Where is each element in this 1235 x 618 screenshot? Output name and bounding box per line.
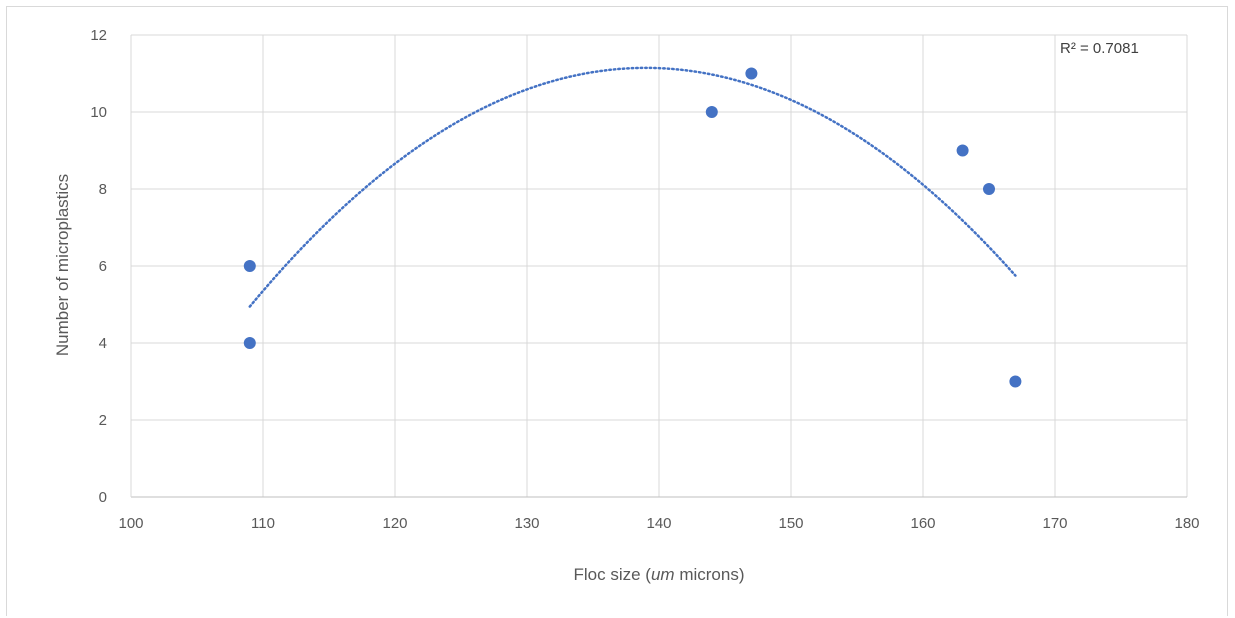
x-tick-label: 130 <box>514 515 539 532</box>
y-tick-label: 4 <box>99 335 107 352</box>
data-point <box>983 183 995 195</box>
y-tick-labels: 0 2 4 6 8 10 12 <box>90 27 107 506</box>
x-tick-label: 170 <box>1042 515 1067 532</box>
axes <box>130 35 1187 498</box>
y-tick-label: 2 <box>99 412 107 429</box>
trendline-group <box>248 66 1017 308</box>
x-axis-title: Floc size (um microns) <box>574 565 745 584</box>
x-tick-label: 140 <box>646 515 671 532</box>
gridlines <box>131 34 1188 497</box>
data-points <box>243 67 1022 388</box>
y-tick-label: 0 <box>99 489 107 506</box>
x-tick-label: 120 <box>382 515 407 532</box>
trendline <box>248 66 1017 308</box>
data-point <box>956 144 969 157</box>
r-squared-label: R² = 0.7081 <box>1060 40 1139 57</box>
data-point <box>243 260 256 272</box>
y-tick-label: 12 <box>90 27 107 44</box>
x-tick-label: 180 <box>1174 515 1199 532</box>
data-point <box>705 106 718 118</box>
y-tick-label: 6 <box>99 258 107 275</box>
data-point <box>243 337 256 349</box>
x-tick-labels: 100 110 120 130 140 150 160 170 180 <box>118 515 1199 532</box>
chart-frame <box>6 6 1228 616</box>
x-axis-title-unit: um <box>651 565 675 584</box>
x-tick-label: 150 <box>778 515 803 532</box>
x-tick-label: 110 <box>251 515 275 532</box>
data-point <box>745 67 758 80</box>
y-tick-label: 10 <box>90 104 107 121</box>
x-tick-label: 100 <box>118 515 143 532</box>
x-axis-title-part-1: Floc size ( <box>574 565 652 584</box>
x-tick-label: 160 <box>910 515 935 532</box>
y-tick-label: 8 <box>99 181 107 198</box>
data-point <box>1009 375 1022 388</box>
x-axis-title-part-3: microns) <box>675 565 745 584</box>
y-axis-title: Number of microplastics <box>53 174 72 356</box>
